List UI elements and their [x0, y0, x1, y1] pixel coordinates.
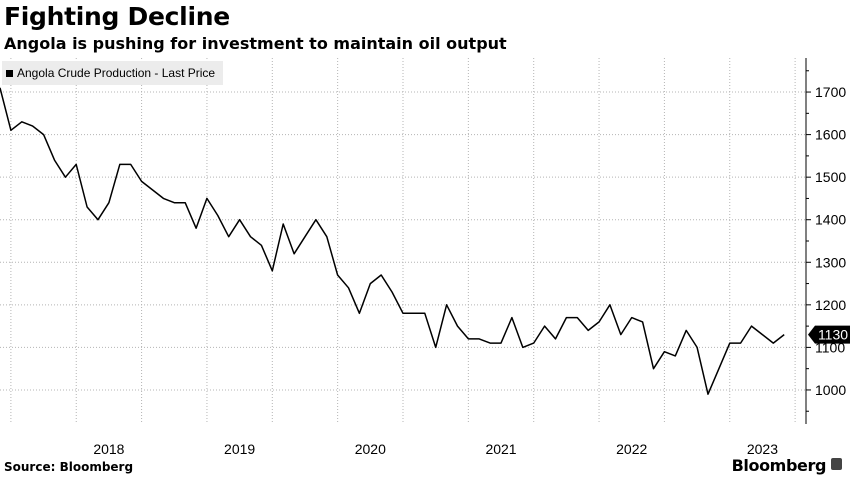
x-tick-label: 2023: [747, 441, 778, 457]
y-tick-label: 1500: [815, 169, 846, 185]
y-tick-label: 1700: [815, 84, 846, 100]
y-tick-label: 1600: [815, 127, 846, 143]
source-note: Source: Bloomberg: [4, 460, 134, 474]
last-value-label: 1130: [818, 327, 848, 343]
bloomberg-logo: Bloomberg: [731, 456, 827, 475]
last-value-badge: 1130: [808, 325, 850, 344]
grid-layer: [0, 58, 806, 424]
bloomberg-icon: [831, 458, 842, 470]
last-value-layer: 1130: [808, 325, 850, 344]
x-tick-label: 2021: [485, 441, 516, 457]
x-axis: 2018 2019 2020 2021 2022 2023: [93, 441, 778, 457]
series-layer: [0, 87, 785, 395]
legend-swatch: [6, 69, 13, 77]
x-tick-label: 2018: [93, 441, 124, 457]
chart-title: Fighting Decline: [4, 2, 230, 31]
x-tick-label: 2022: [616, 441, 647, 457]
last-value-badge-bg: [808, 325, 850, 344]
x-tick-label: 2020: [355, 441, 386, 457]
legend: Angola Crude Production - Last Price: [2, 61, 224, 85]
y-tick-label: 1000: [815, 382, 846, 398]
series-line: [0, 87, 785, 395]
x-tick-label: 2019: [224, 441, 255, 457]
y-tick-label: 1200: [815, 297, 846, 313]
legend-label: Angola Crude Production - Last Price: [17, 66, 216, 80]
y-tick-label: 1400: [815, 212, 846, 228]
y-tick-label: 1300: [815, 254, 846, 270]
chart-subtitle: Angola is pushing for investment to main…: [4, 34, 507, 53]
